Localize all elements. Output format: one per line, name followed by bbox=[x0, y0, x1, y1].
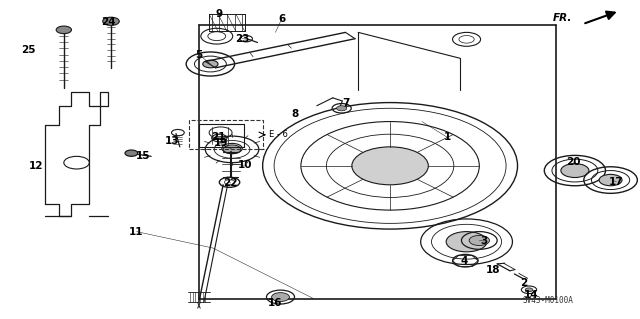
Text: 13: 13 bbox=[165, 136, 179, 145]
Text: 15: 15 bbox=[136, 151, 150, 161]
Text: 18: 18 bbox=[486, 264, 500, 275]
Text: SV43-M0100A: SV43-M0100A bbox=[523, 296, 573, 305]
Text: 16: 16 bbox=[268, 298, 283, 308]
Text: 14: 14 bbox=[524, 291, 539, 300]
Text: 21: 21 bbox=[211, 132, 225, 142]
Circle shape bbox=[125, 150, 138, 156]
Text: 3: 3 bbox=[481, 236, 488, 246]
Text: 23: 23 bbox=[235, 34, 250, 44]
Text: 7: 7 bbox=[342, 98, 349, 108]
Circle shape bbox=[203, 60, 218, 68]
Text: 9: 9 bbox=[216, 9, 223, 19]
Circle shape bbox=[216, 137, 223, 140]
Circle shape bbox=[271, 293, 289, 301]
Text: 19: 19 bbox=[213, 138, 228, 148]
Text: 1: 1 bbox=[444, 132, 451, 142]
Text: 24: 24 bbox=[101, 17, 116, 27]
Circle shape bbox=[469, 235, 490, 246]
Text: 8: 8 bbox=[291, 109, 298, 119]
Text: 4: 4 bbox=[460, 256, 468, 266]
Circle shape bbox=[352, 147, 428, 185]
Text: 6: 6 bbox=[278, 14, 285, 24]
Circle shape bbox=[446, 232, 487, 252]
Circle shape bbox=[337, 106, 347, 111]
Circle shape bbox=[56, 26, 72, 33]
Circle shape bbox=[561, 164, 589, 178]
Text: 12: 12 bbox=[29, 161, 44, 171]
Text: 22: 22 bbox=[223, 178, 238, 188]
Circle shape bbox=[223, 145, 241, 154]
Text: E - 6: E - 6 bbox=[269, 130, 288, 139]
Circle shape bbox=[599, 174, 622, 186]
Text: 25: 25 bbox=[21, 45, 35, 56]
Text: 10: 10 bbox=[237, 160, 252, 170]
Text: 11: 11 bbox=[129, 226, 144, 237]
Circle shape bbox=[525, 288, 533, 292]
Text: 2: 2 bbox=[520, 278, 527, 288]
Text: FR.: FR. bbox=[552, 13, 572, 23]
Text: 20: 20 bbox=[566, 157, 581, 167]
Text: 17: 17 bbox=[609, 177, 623, 187]
Text: 5: 5 bbox=[195, 49, 202, 60]
Circle shape bbox=[102, 17, 119, 26]
